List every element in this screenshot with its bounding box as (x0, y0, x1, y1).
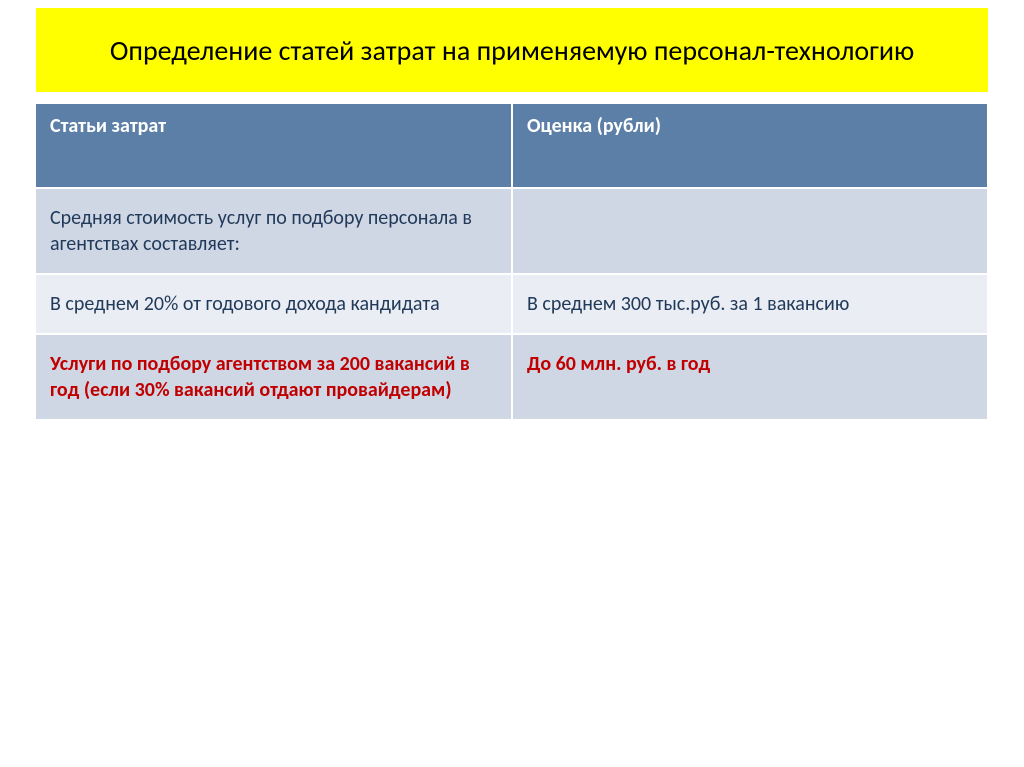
table-cell: Средняя стоимость услуг по подбору персо… (36, 188, 512, 274)
table-cell: В среднем 300 тыс.руб. за 1 вакансию (512, 274, 988, 334)
table-cell: В среднем 20% от годового дохода кандида… (36, 274, 512, 334)
page-title: Определение статей затрат на применяемую… (110, 33, 914, 68)
table-cell (512, 188, 988, 274)
table-cell: Услуги по подбору агентством за 200 вака… (36, 334, 512, 420)
table-header-cell: Оценка (рубли) (512, 104, 988, 188)
table-row: В среднем 20% от годового дохода кандида… (36, 274, 988, 334)
table-row: Средняя стоимость услуг по подбору персо… (36, 188, 988, 274)
table-header: Статьи затратОценка (рубли) (36, 104, 988, 188)
table-header-cell: Статьи затрат (36, 104, 512, 188)
table-cell: До 60 млн. руб. в год (512, 334, 988, 420)
slide: Определение статей затрат на применяемую… (0, 0, 1024, 767)
cost-table: Статьи затратОценка (рубли)Средняя стоим… (36, 104, 989, 421)
table-row: Услуги по подбору агентством за 200 вака… (36, 334, 988, 420)
title-block: Определение статей затрат на применяемую… (36, 8, 988, 92)
